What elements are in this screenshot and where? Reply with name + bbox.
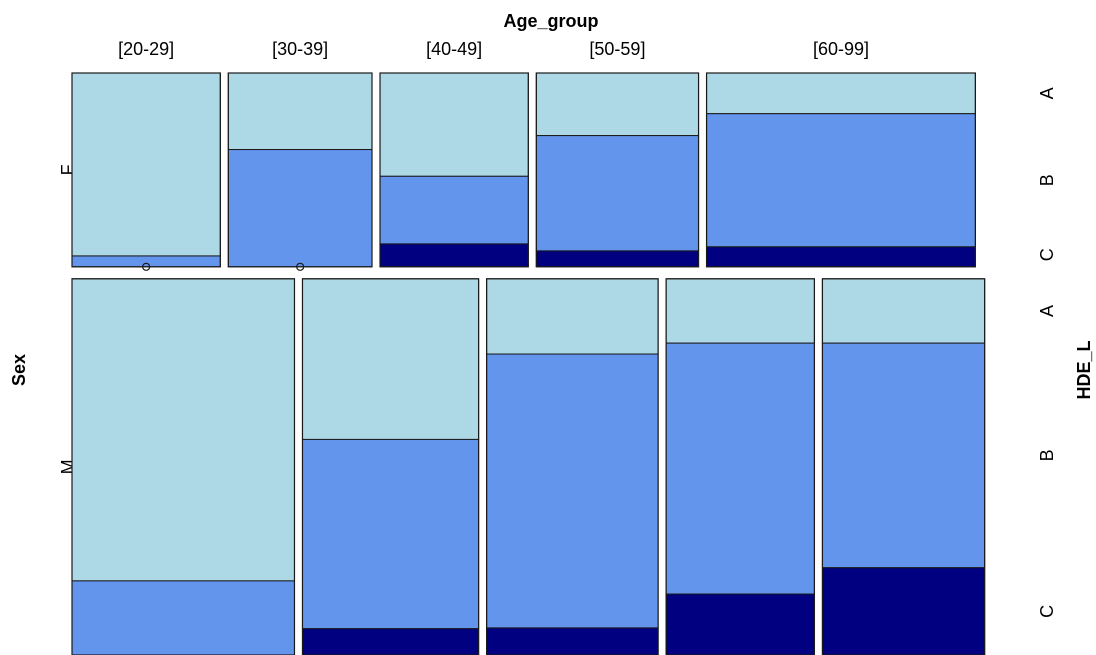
tile-border xyxy=(486,278,659,655)
segment-M-30-39-C xyxy=(301,628,480,655)
fill-level-labels: A B C A B C xyxy=(1037,87,1057,618)
tile-border xyxy=(821,278,986,655)
column-label-30-39: [30-39] xyxy=(272,39,328,59)
row-label-F: F xyxy=(58,164,78,175)
tile-border xyxy=(301,278,480,655)
segment-F-60-99-C xyxy=(706,246,976,268)
fill-label-F-C: C xyxy=(1037,248,1057,261)
zero-cell-marker-F-30-39-C xyxy=(296,262,305,271)
segment-F-60-99-B xyxy=(706,113,976,248)
tile-border xyxy=(227,72,373,268)
segment-M-20-29-B xyxy=(71,580,295,655)
tile-F-50-59 xyxy=(535,72,700,268)
fill-label-F-B: B xyxy=(1037,174,1057,186)
fill-label-M-C: C xyxy=(1037,605,1057,618)
tile-border xyxy=(705,72,976,268)
tile-border xyxy=(535,72,700,268)
column-level-labels: [20-29] [30-39] [40-49] [50-59] [60-99] xyxy=(118,39,869,59)
fill-variable-title: HDE_L xyxy=(1074,340,1094,399)
segment-M-60-99-A xyxy=(821,278,986,344)
column-label-60-99: [60-99] xyxy=(813,39,869,59)
fill-label-M-A: A xyxy=(1037,305,1057,317)
mosaic-tiles xyxy=(71,72,986,655)
y-variable-title: Sex xyxy=(9,354,29,386)
column-label-40-49: [40-49] xyxy=(426,39,482,59)
segment-F-40-49-C xyxy=(379,243,529,268)
segment-M-40-49-C xyxy=(486,627,659,655)
segment-M-60-99-C xyxy=(821,567,986,655)
tile-F-60-99 xyxy=(705,72,976,268)
segment-F-50-59-B xyxy=(535,135,700,252)
fill-label-M-B: B xyxy=(1037,449,1057,461)
tile-M-30-39 xyxy=(301,278,480,655)
segment-F-30-39-B xyxy=(227,149,373,268)
segment-M-40-49-B xyxy=(486,353,659,629)
tile-M-40-49 xyxy=(486,278,659,655)
segment-M-50-59-B xyxy=(665,342,815,595)
tile-M-50-59 xyxy=(665,278,816,655)
column-label-50-59: [50-59] xyxy=(589,39,645,59)
tile-F-20-29 xyxy=(71,72,221,268)
fill-label-F-A: A xyxy=(1037,87,1057,99)
tile-border xyxy=(379,72,529,268)
segment-M-20-29-A xyxy=(71,278,295,582)
segment-F-50-59-A xyxy=(535,72,700,137)
tile-border xyxy=(71,278,296,655)
segment-M-50-59-A xyxy=(665,278,815,344)
segment-M-50-59-C xyxy=(665,593,815,655)
segment-F-40-49-A xyxy=(379,72,529,177)
segment-M-30-39-A xyxy=(301,278,480,440)
x-variable-title: Age_group xyxy=(503,11,598,31)
segment-F-20-29-A xyxy=(71,72,221,257)
tile-F-30-39 xyxy=(227,72,373,268)
segment-M-40-49-A xyxy=(486,278,659,355)
segment-F-20-29-B xyxy=(71,255,221,268)
tile-M-60-99 xyxy=(821,278,986,655)
segment-F-30-39-A xyxy=(227,72,373,151)
column-label-20-29: [20-29] xyxy=(118,39,174,59)
segment-F-40-49-B xyxy=(379,175,529,245)
segment-M-60-99-B xyxy=(821,342,986,569)
tile-border xyxy=(665,278,816,655)
tile-border xyxy=(71,72,221,268)
segment-F-60-99-A xyxy=(706,72,976,115)
zero-cell-marker-F-20-29-C xyxy=(142,262,151,271)
tile-F-40-49 xyxy=(379,72,529,268)
tile-M-20-29 xyxy=(71,278,296,655)
segment-F-50-59-C xyxy=(535,250,700,268)
segment-M-30-39-B xyxy=(301,438,480,630)
